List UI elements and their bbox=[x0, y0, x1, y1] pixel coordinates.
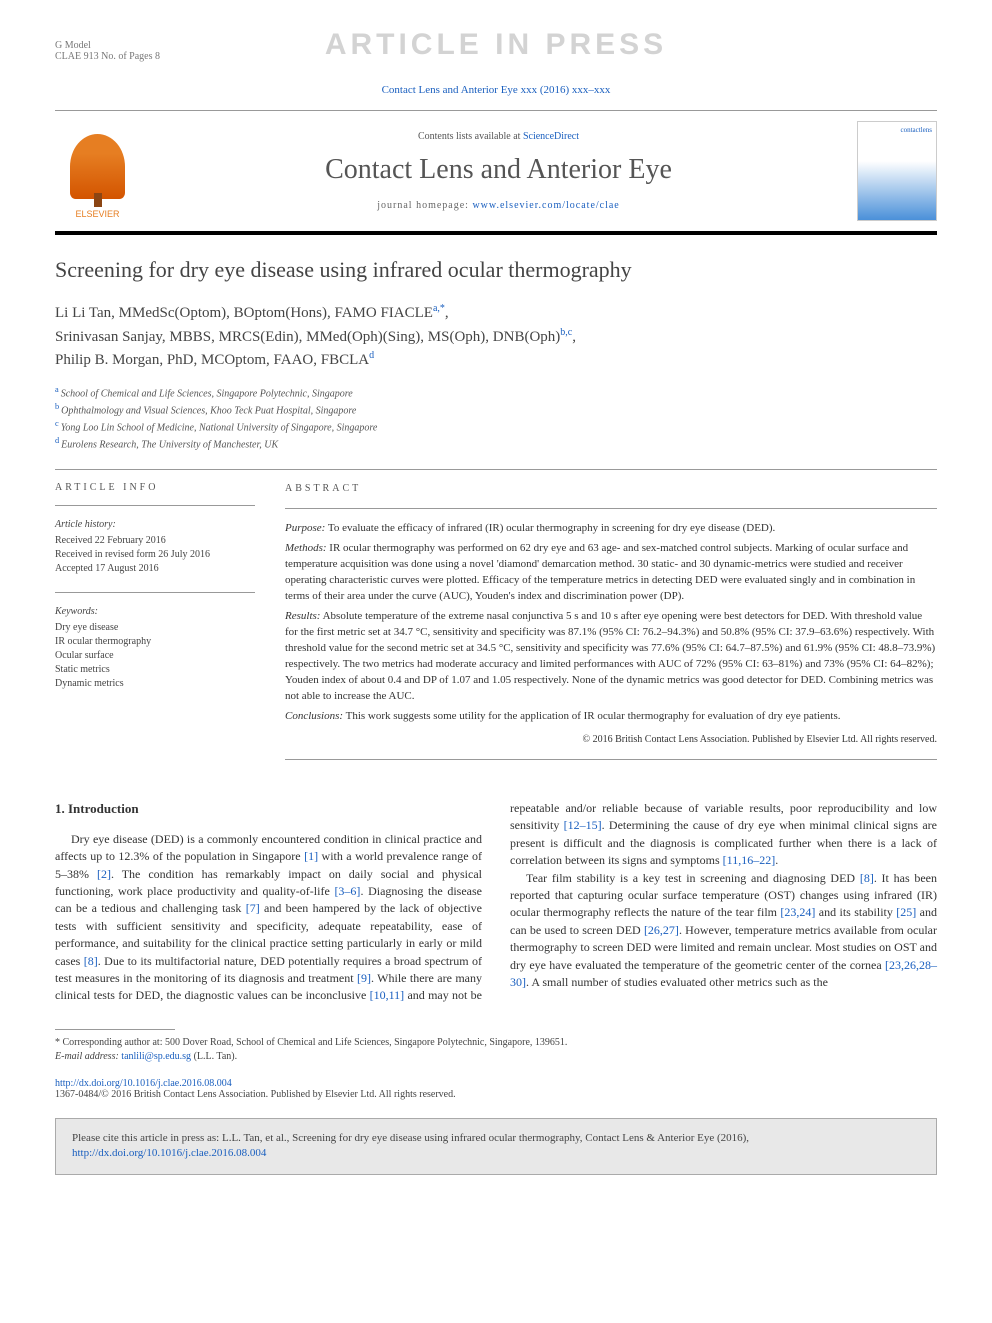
email-link[interactable]: tanlili@sp.edu.sg bbox=[121, 1051, 191, 1062]
citation-link[interactable]: [26,27] bbox=[644, 923, 679, 937]
keywords-block: Keywords: Dry eye disease IR ocular ther… bbox=[55, 605, 255, 691]
affil-text: Ophthalmology and Visual Sciences, Khoo … bbox=[61, 405, 356, 416]
author-1: Li Li Tan, MMedSc(Optom), BOptom(Hons), … bbox=[55, 305, 433, 321]
citation-link[interactable]: [10,11] bbox=[370, 988, 405, 1002]
citation-link[interactable]: [3–6] bbox=[334, 884, 360, 898]
journal-reference: Contact Lens and Anterior Eye xxx (2016)… bbox=[55, 84, 937, 96]
cover-label: contactlens bbox=[901, 126, 933, 134]
keyword: IR ocular thermography bbox=[55, 635, 255, 649]
watermark: ARTICLE IN PRESS bbox=[325, 28, 667, 62]
author-1-affil[interactable]: a,* bbox=[433, 303, 445, 314]
methods-label: Methods: bbox=[285, 542, 327, 554]
keyword: Static metrics bbox=[55, 663, 255, 677]
article-info-column: ARTICLE INFO Article history: Received 2… bbox=[55, 482, 255, 772]
authors-block: Li Li Tan, MMedSc(Optom), BOptom(Hons), … bbox=[55, 301, 937, 372]
conclusions-text: This work suggests some utility for the … bbox=[343, 710, 840, 722]
affil-sup: a bbox=[55, 385, 59, 394]
email-suffix: (L.L. Tan). bbox=[191, 1051, 237, 1062]
citation-link[interactable]: [11,16–22] bbox=[723, 853, 776, 867]
homepage-prefix: journal homepage: bbox=[377, 200, 472, 211]
corresponding-author: * Corresponding author at: 500 Dover Roa… bbox=[55, 1036, 937, 1050]
homepage-link[interactable]: www.elsevier.com/locate/clae bbox=[472, 200, 619, 211]
keyword: Ocular surface bbox=[55, 649, 255, 663]
citation-link[interactable]: [9] bbox=[357, 971, 371, 985]
author-2: Srinivasan Sanjay, MBBS, MRCS(Edin), MMe… bbox=[55, 329, 560, 345]
affiliations-block: aSchool of Chemical and Life Sciences, S… bbox=[55, 384, 937, 453]
author-3: Philip B. Morgan, PhD, MCOptom, FAAO, FB… bbox=[55, 352, 369, 368]
abstract-heading: ABSTRACT bbox=[285, 482, 937, 497]
purpose-text: To evaluate the efficacy of infrared (IR… bbox=[325, 522, 775, 534]
divider bbox=[285, 759, 937, 760]
sciencedirect-link[interactable]: ScienceDirect bbox=[523, 131, 579, 142]
history-item: Accepted 17 August 2016 bbox=[55, 562, 255, 576]
results-label: Results: bbox=[285, 610, 320, 622]
citation-link[interactable]: [7] bbox=[246, 901, 260, 915]
elsevier-tree-icon bbox=[70, 134, 125, 199]
citation-link[interactable]: [8] bbox=[860, 871, 874, 885]
model-id: CLAE 913 No. of Pages 8 bbox=[55, 51, 160, 62]
divider bbox=[55, 469, 937, 470]
methods-text: IR ocular thermography was performed on … bbox=[285, 542, 915, 602]
article-title: Screening for dry eye disease using infr… bbox=[55, 257, 937, 283]
affil-sup: d bbox=[55, 436, 59, 445]
publisher-label: ELSEVIER bbox=[75, 209, 119, 219]
abstract-copyright: © 2016 British Contact Lens Association.… bbox=[285, 733, 937, 748]
citation-link[interactable]: [25] bbox=[896, 905, 916, 919]
model-line: G Model bbox=[55, 40, 160, 51]
citation-link[interactable]: [23,24] bbox=[780, 905, 815, 919]
citation-link[interactable]: [2] bbox=[97, 867, 111, 881]
article-info-heading: ARTICLE INFO bbox=[55, 482, 255, 493]
body-paragraph: Tear film stability is a key test in scr… bbox=[510, 870, 937, 992]
article-history: Article history: Received 22 February 20… bbox=[55, 518, 255, 576]
citation-text: Please cite this article in press as: L.… bbox=[72, 1132, 749, 1144]
affil-text: Eurolens Research, The University of Man… bbox=[61, 440, 278, 451]
contents-prefix: Contents lists available at bbox=[418, 131, 523, 142]
footnotes: * Corresponding author at: 500 Dover Roa… bbox=[55, 1036, 937, 1064]
section-title: 1. Introduction bbox=[55, 800, 482, 819]
author-3-affil[interactable]: d bbox=[369, 350, 374, 361]
abstract-column: ABSTRACT Purpose: To evaluate the effica… bbox=[285, 482, 937, 772]
citation-link[interactable]: [12–15] bbox=[564, 818, 602, 832]
journal-cover-thumbnail: contactlens bbox=[857, 121, 937, 221]
keyword: Dynamic metrics bbox=[55, 677, 255, 691]
affil-sup: c bbox=[55, 419, 59, 428]
journal-title: Contact Lens and Anterior Eye bbox=[140, 154, 857, 186]
purpose-label: Purpose: bbox=[285, 522, 325, 534]
citation-link[interactable]: [1] bbox=[304, 849, 318, 863]
history-title: Article history: bbox=[55, 518, 255, 532]
history-item: Received 22 February 2016 bbox=[55, 534, 255, 548]
history-item: Received in revised form 26 July 2016 bbox=[55, 548, 255, 562]
body-section: 1. Introduction Dry eye disease (DED) is… bbox=[55, 800, 937, 1005]
citation-box: Please cite this article in press as: L.… bbox=[55, 1118, 937, 1175]
keyword: Dry eye disease bbox=[55, 621, 255, 635]
doi-block: http://dx.doi.org/10.1016/j.clae.2016.08… bbox=[55, 1078, 937, 1100]
journal-banner: ELSEVIER Contents lists available at Sci… bbox=[55, 110, 937, 235]
homepage-line: journal homepage: www.elsevier.com/locat… bbox=[140, 200, 857, 211]
divider bbox=[55, 505, 255, 506]
affil-text: School of Chemical and Life Sciences, Si… bbox=[61, 388, 353, 399]
author-2-affil[interactable]: b,c bbox=[560, 327, 572, 338]
issn-copyright: 1367-0484/© 2016 British Contact Lens As… bbox=[55, 1089, 937, 1100]
affil-sup: b bbox=[55, 402, 59, 411]
affil-text: Yong Loo Lin School of Medicine, Nationa… bbox=[61, 422, 378, 433]
citation-doi-link[interactable]: http://dx.doi.org/10.1016/j.clae.2016.08… bbox=[72, 1147, 266, 1159]
footnote-separator bbox=[55, 1029, 175, 1030]
divider bbox=[285, 508, 937, 509]
email-label: E-mail address: bbox=[55, 1051, 121, 1062]
divider bbox=[55, 592, 255, 593]
citation-link[interactable]: [8] bbox=[84, 954, 98, 968]
doi-link[interactable]: http://dx.doi.org/10.1016/j.clae.2016.08… bbox=[55, 1078, 232, 1089]
keywords-title: Keywords: bbox=[55, 605, 255, 619]
contents-line: Contents lists available at ScienceDirec… bbox=[140, 131, 857, 142]
results-text: Absolute temperature of the extreme nasa… bbox=[285, 610, 935, 702]
publisher-logo: ELSEVIER bbox=[55, 124, 140, 219]
conclusions-label: Conclusions: bbox=[285, 710, 343, 722]
